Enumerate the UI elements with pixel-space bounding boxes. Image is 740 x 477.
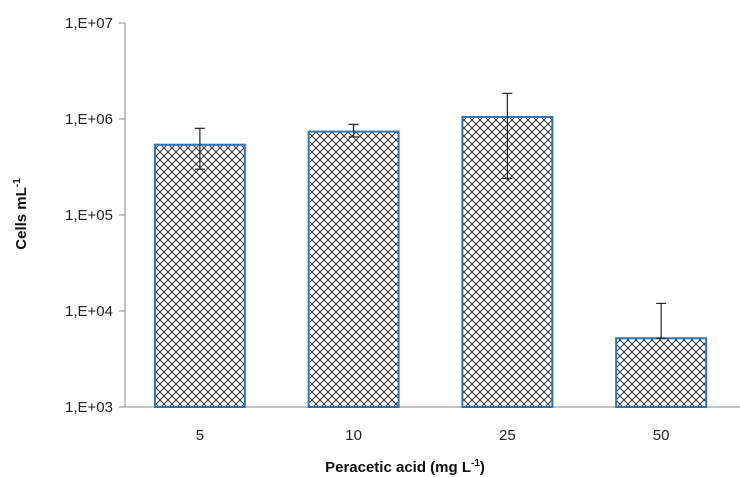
y-tick-label: 1,E+05	[65, 207, 113, 224]
y-tick-label: 1,E+04	[65, 303, 113, 320]
x-tick-label-25: 25	[499, 427, 516, 444]
error-bars	[194, 92, 667, 339]
y-ticks: 1,E+03 1,E+04 1,E+05 1,E+06 1,E+07	[65, 15, 125, 416]
bar-10	[307, 130, 400, 409]
y-tick-label: 1,E+06	[65, 111, 113, 128]
x-tick-label-5: 5	[196, 427, 204, 444]
x-tick-label-10: 10	[345, 427, 362, 444]
bar-50	[615, 337, 708, 408]
bars	[153, 115, 708, 409]
bar-5	[153, 143, 246, 409]
y-axis-title: Cells mL-1	[12, 178, 30, 250]
x-ticks: 5 10 25 50	[196, 427, 670, 444]
y-tick-label: 1,E+07	[65, 15, 113, 32]
y-tick-label: 1,E+03	[65, 399, 113, 416]
x-axis-title: Peracetic acid (mg L-1)	[325, 458, 485, 476]
x-tick-label-50: 50	[653, 427, 670, 444]
